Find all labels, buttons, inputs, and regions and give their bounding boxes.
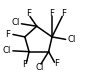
Text: F: F [61, 9, 66, 18]
Text: Cl: Cl [11, 18, 20, 27]
Text: F: F [54, 59, 59, 68]
Text: F: F [5, 30, 10, 39]
Text: Cl: Cl [2, 46, 10, 55]
Text: F: F [26, 9, 31, 18]
Text: F: F [49, 9, 54, 18]
Text: Cl: Cl [36, 63, 44, 72]
Text: F: F [22, 60, 27, 69]
Text: Cl: Cl [67, 35, 76, 44]
